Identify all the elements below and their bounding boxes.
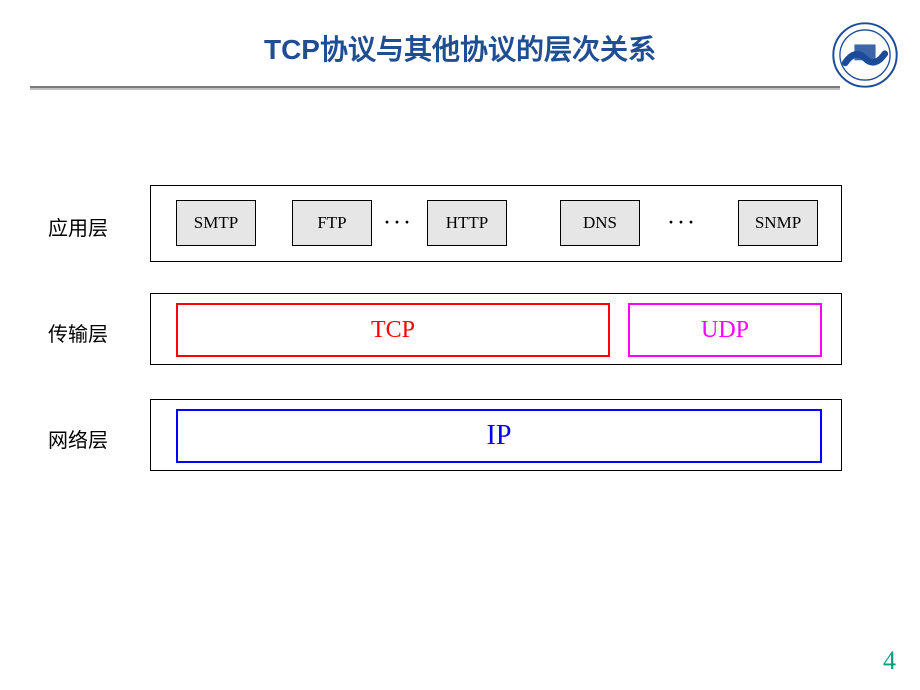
slide-title: TCP协议与其他协议的层次关系 xyxy=(0,28,920,68)
udp-protocol-box: UDP xyxy=(628,303,822,357)
page-number: 4 xyxy=(883,646,896,676)
ellipsis-icon: ··· xyxy=(668,212,698,233)
ip-protocol-box: IP xyxy=(176,409,822,463)
title-underline xyxy=(30,86,840,90)
university-logo xyxy=(832,22,898,88)
ellipsis-icon: ··· xyxy=(384,212,414,233)
application-layer-label: 应用层 xyxy=(48,212,108,241)
app-protocol-smtp: SMTP xyxy=(176,200,256,246)
app-protocol-dns: DNS xyxy=(560,200,640,246)
transport-layer-label: 传输层 xyxy=(48,318,108,347)
tcp-protocol-box: TCP xyxy=(176,303,610,357)
app-protocol-http: HTTP xyxy=(427,200,507,246)
app-protocol-ftp: FTP xyxy=(292,200,372,246)
network-layer-label: 网络层 xyxy=(48,424,108,453)
app-protocol-snmp: SNMP xyxy=(738,200,818,246)
